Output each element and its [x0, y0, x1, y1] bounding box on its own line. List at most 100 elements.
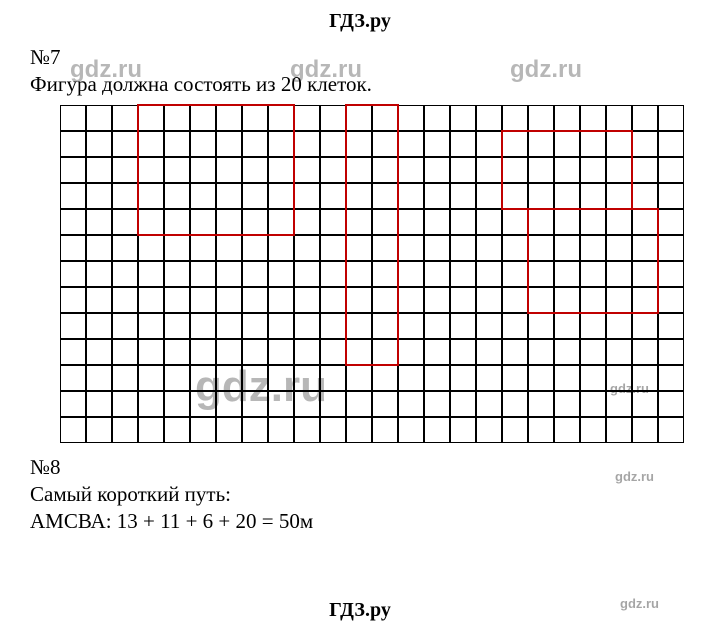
grid-cell: [242, 261, 268, 287]
grid-cell: [190, 417, 216, 443]
grid-cell: [528, 313, 554, 339]
grid-cell: [216, 261, 242, 287]
grid-cell: [242, 287, 268, 313]
grid-cell: [138, 417, 164, 443]
grid-cell: [476, 313, 502, 339]
grid-cell: [606, 417, 632, 443]
grid-cell: [112, 209, 138, 235]
task8-line2: АМСВА: 13 + 11 + 6 + 20 = 50м: [30, 509, 720, 534]
grid-cell: [216, 339, 242, 365]
grid-cell: [112, 417, 138, 443]
grid-cell: [294, 391, 320, 417]
grid-cell: [398, 235, 424, 261]
grid-cell: [398, 261, 424, 287]
grid-cell: [632, 417, 658, 443]
grid-cell: [320, 313, 346, 339]
grid-cell: [164, 313, 190, 339]
grid-cell: [502, 339, 528, 365]
grid-cell: [320, 287, 346, 313]
grid-cell: [424, 183, 450, 209]
grid-cell: [398, 313, 424, 339]
grid-cell: [632, 391, 658, 417]
grid-cell: [658, 105, 684, 131]
grid-cell: [294, 313, 320, 339]
grid-cell: [294, 365, 320, 391]
grid-cell: [320, 339, 346, 365]
grid-cell: [60, 313, 86, 339]
grid-cell: [450, 183, 476, 209]
grid-cell: [242, 391, 268, 417]
grid-cell: [268, 391, 294, 417]
grid-cell: [86, 157, 112, 183]
grid-cell: [112, 131, 138, 157]
grid-cell: [502, 417, 528, 443]
grid-cell: [476, 339, 502, 365]
grid-cell: [294, 235, 320, 261]
grid-cell: [60, 209, 86, 235]
grid-cell: [450, 261, 476, 287]
grid-cell: [216, 287, 242, 313]
grid-cell: [476, 209, 502, 235]
grid-cell: [424, 391, 450, 417]
grid-cell: [164, 339, 190, 365]
grid-cell: [320, 235, 346, 261]
grid-cell: [658, 209, 684, 235]
grid-cell: [450, 339, 476, 365]
grid-cell: [60, 131, 86, 157]
shape-rect: [527, 208, 659, 314]
grid-cell: [138, 339, 164, 365]
grid-cell: [554, 339, 580, 365]
grid-cell: [138, 261, 164, 287]
grid-cell: [164, 365, 190, 391]
grid-cell: [606, 365, 632, 391]
grid-cell: [216, 417, 242, 443]
grid-cell: [476, 105, 502, 131]
grid-cell: [424, 417, 450, 443]
grid-cell: [424, 261, 450, 287]
task8-label: №8: [30, 455, 720, 480]
grid-cell: [424, 287, 450, 313]
grid-cell: [216, 313, 242, 339]
grid-cell: [242, 339, 268, 365]
grid-cell: [294, 105, 320, 131]
grid-cell: [476, 391, 502, 417]
grid-cell: [112, 339, 138, 365]
grid-cell: [242, 417, 268, 443]
grid-cell: [112, 183, 138, 209]
grid-cell: [502, 313, 528, 339]
grid-cell: [450, 209, 476, 235]
grid-cell: [424, 235, 450, 261]
grid-cell: [216, 391, 242, 417]
grid-cell: [424, 339, 450, 365]
grid-cell: [86, 417, 112, 443]
grid-cell: [294, 131, 320, 157]
grid-cell: [268, 287, 294, 313]
grid-cell: [502, 365, 528, 391]
grid-cell: [424, 209, 450, 235]
grid-cell: [450, 131, 476, 157]
grid-cell: [658, 235, 684, 261]
grid-cell: [294, 157, 320, 183]
grid-cell: [528, 365, 554, 391]
grid-cell: [320, 131, 346, 157]
shape-rect: [501, 130, 633, 210]
grid-cell: [112, 261, 138, 287]
grid-cell: [580, 391, 606, 417]
grid-cell: [372, 391, 398, 417]
grid-cell: [294, 183, 320, 209]
grid-cell: [112, 365, 138, 391]
grid-cell: [86, 261, 112, 287]
grid-cell: [554, 417, 580, 443]
grid-cell: [658, 417, 684, 443]
grid-cell: [424, 313, 450, 339]
grid-cell: [476, 131, 502, 157]
grid-cell: [554, 105, 580, 131]
grid-cell: [216, 365, 242, 391]
grid-cell: [450, 287, 476, 313]
grid-cell: [424, 131, 450, 157]
grid-cell: [502, 105, 528, 131]
grid-cell: [632, 313, 658, 339]
grid-cell: [658, 339, 684, 365]
grid-cell: [476, 235, 502, 261]
grid-cell: [86, 287, 112, 313]
